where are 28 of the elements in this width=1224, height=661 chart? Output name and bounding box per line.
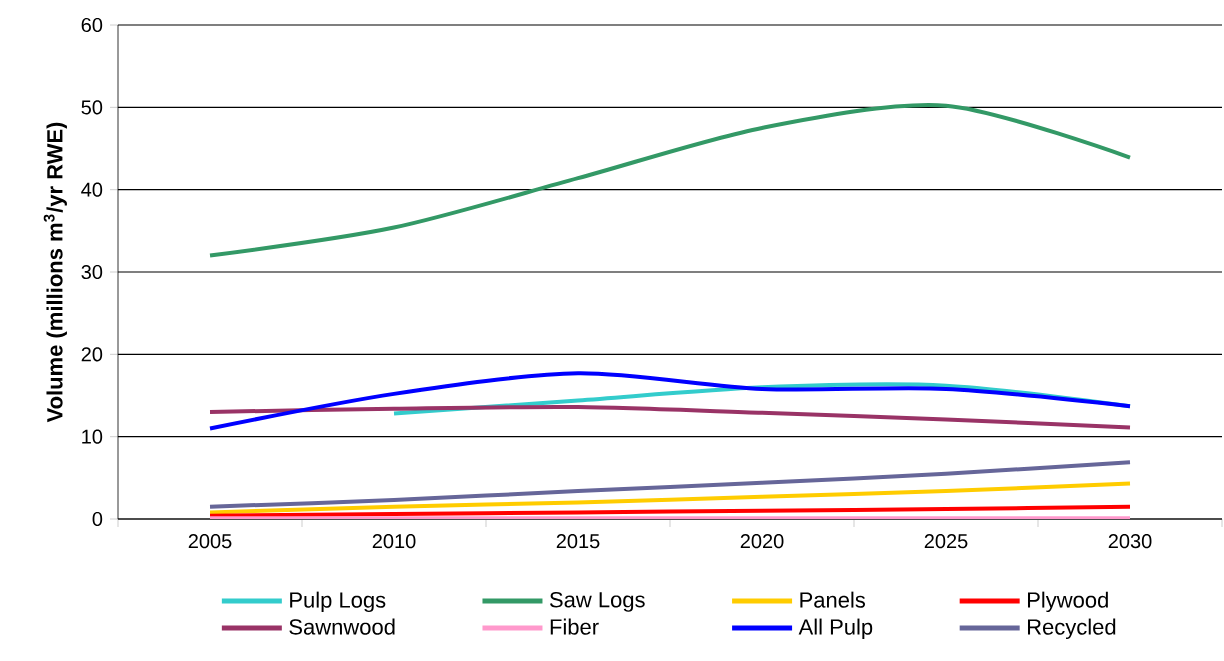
line-series [208,371,1133,431]
x-tick-label: 2010 [372,534,416,549]
x-tick-label: 2020 [740,534,784,549]
legend-label: Pulp Logs [290,591,386,613]
legend-label: Recycled [1027,618,1116,640]
y-tick-label: 40 [81,182,103,197]
legend-label: Fiber [550,618,599,635]
legend-label: Panels [800,591,866,608]
y-tick-label: 0 [92,511,103,527]
x-tick-label: 2015 [556,534,600,549]
x-tick-label: 2025 [924,534,968,549]
x-tick-label: 2005 [188,534,232,549]
y-tick-label: 20 [81,347,103,362]
legend-label: Saw Logs [549,591,645,612]
legend-label: Plywood [1027,591,1108,613]
legend-label: Sawnwood [289,618,395,635]
legend-label: All Pulp [798,618,873,640]
y-tick-label: 50 [81,100,103,115]
line-series [208,504,1133,518]
line-series [208,460,1133,509]
x-tick-label: 2030 [1108,534,1152,549]
y-tick-label: 10 [82,429,103,444]
y-tick-label: 30 [81,264,103,280]
y-tick-label: 60 [81,17,103,33]
y-axis-title: Volume (millions m$^{3}$/yr RWE) [43,122,67,423]
line-series [208,103,1133,258]
line-series [208,404,1133,430]
line-series [208,481,1133,515]
